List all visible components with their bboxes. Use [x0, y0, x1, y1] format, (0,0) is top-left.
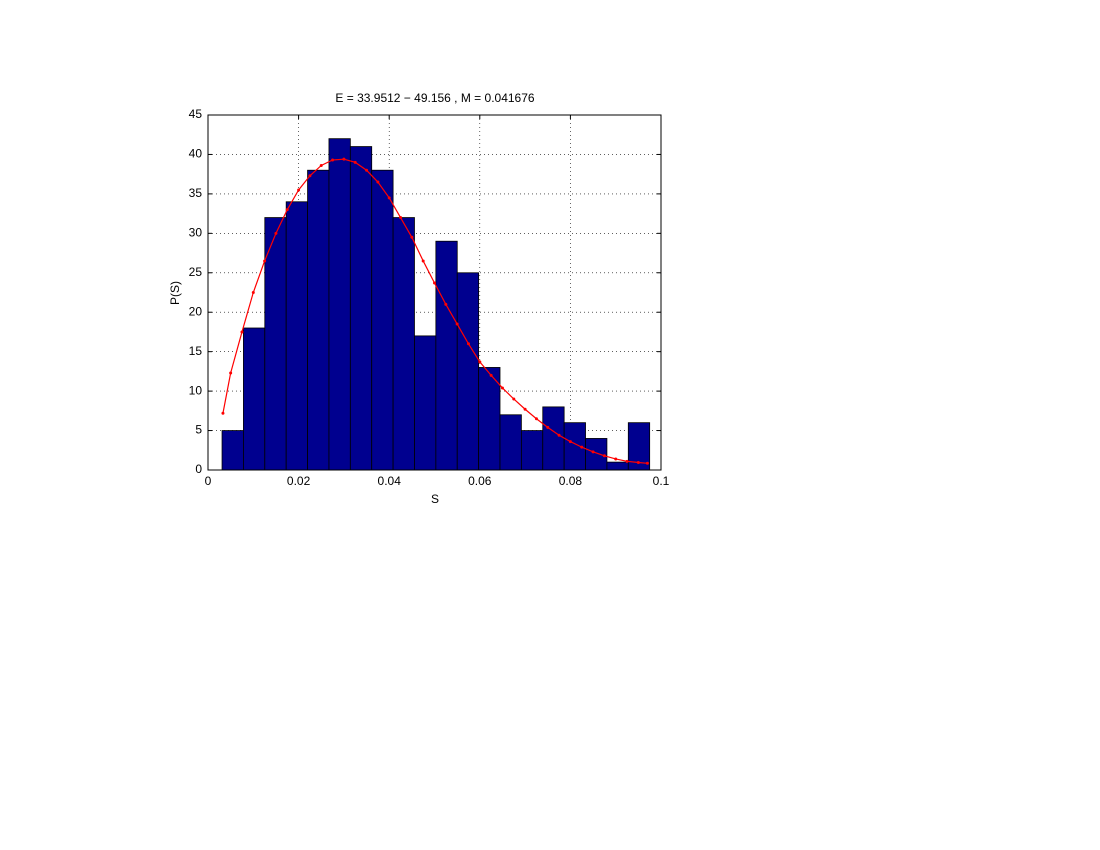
fit-point	[410, 235, 414, 239]
fit-point	[645, 461, 649, 465]
fit-point	[546, 425, 550, 429]
fit-point	[489, 373, 493, 377]
x-tick-label: 0.04	[378, 474, 402, 488]
bar	[478, 367, 501, 471]
fit-point	[399, 216, 403, 220]
fit-point	[342, 157, 346, 161]
fit-point	[229, 371, 233, 375]
bar	[307, 169, 330, 471]
bar	[371, 169, 394, 471]
bar	[435, 240, 458, 471]
y-tick-label: 5	[195, 423, 202, 437]
fit-point	[331, 158, 335, 162]
fit-point	[455, 322, 459, 326]
x-tick-label: 0	[205, 474, 212, 488]
bar	[414, 335, 437, 471]
fit-point	[297, 188, 301, 192]
fit-point	[240, 330, 244, 334]
fit-point	[500, 386, 504, 390]
fit-point	[387, 196, 391, 200]
bar	[606, 461, 629, 471]
bar	[221, 430, 244, 471]
fit-point	[251, 291, 255, 294]
fit-point	[376, 180, 380, 184]
fit-point	[591, 450, 595, 454]
fit-point	[466, 342, 470, 346]
fit-point	[625, 459, 629, 463]
fit-point	[365, 168, 369, 172]
fit-point	[285, 208, 289, 212]
fit-point	[557, 433, 561, 437]
fit-point	[308, 174, 312, 178]
y-tick-label: 25	[189, 265, 203, 279]
bar	[456, 272, 480, 471]
fit-point	[478, 360, 482, 364]
bar	[243, 327, 266, 471]
fit-point	[263, 259, 267, 263]
fit-point	[319, 163, 323, 167]
bar	[520, 430, 544, 471]
fit-point	[602, 454, 606, 458]
bar	[499, 414, 522, 471]
fit-point	[534, 417, 538, 421]
y-tick-label: 20	[189, 304, 203, 318]
y-tick-label: 40	[189, 147, 203, 161]
fit-point	[444, 302, 448, 306]
y-tick-label: 35	[189, 186, 203, 200]
y-tick-label: 30	[189, 226, 203, 240]
bar	[585, 438, 608, 471]
y-tick-label: 45	[189, 107, 203, 121]
bar	[349, 146, 373, 471]
fit-point	[523, 407, 527, 411]
fit-point	[580, 445, 584, 449]
bar	[392, 217, 415, 471]
bar	[264, 217, 287, 471]
fit-point	[353, 160, 357, 164]
fit-point	[221, 411, 225, 415]
x-axis-label: S	[431, 492, 439, 506]
plot-frame	[207, 114, 662, 471]
fit-point	[512, 397, 516, 401]
chart-title: E = 33.9512 − 49.156 , M = 0.041676	[335, 91, 534, 105]
y-tick-label: 0	[195, 462, 202, 476]
x-tick-label: 0.06	[468, 474, 492, 488]
fit-point	[274, 231, 278, 235]
y-tick-label: 15	[189, 344, 203, 358]
fit-point	[568, 440, 572, 444]
bar	[542, 406, 565, 471]
fit-point	[433, 281, 436, 285]
bar	[328, 138, 351, 471]
fit-point	[636, 461, 640, 465]
y-tick-label: 10	[189, 383, 203, 397]
x-tick-label: 0.08	[559, 474, 583, 488]
x-tick-label: 0.02	[287, 474, 311, 488]
fit-point	[614, 457, 618, 461]
fit-point	[421, 259, 425, 263]
x-tick-label: 0.1	[653, 474, 670, 488]
bar	[285, 201, 308, 471]
y-axis-label: P(S)	[168, 281, 182, 305]
